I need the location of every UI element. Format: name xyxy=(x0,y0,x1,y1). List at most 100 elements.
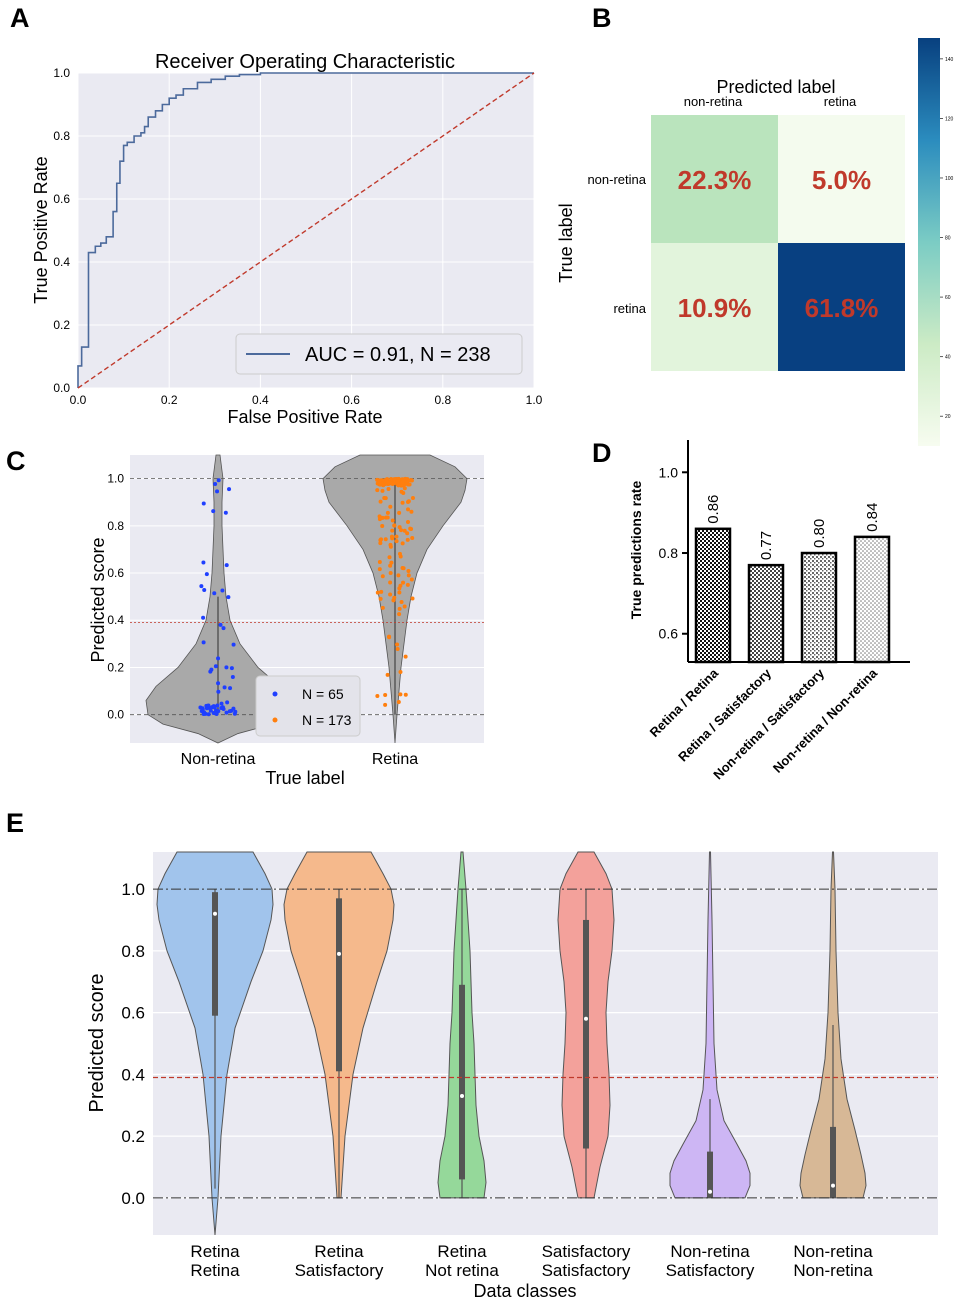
roc-ytick-label: 0.0 xyxy=(53,381,70,395)
violin-c-point-non-retina xyxy=(216,656,221,661)
violin-c-point-non-retina xyxy=(229,666,234,671)
violin-e-xtick-label-line1: Retina xyxy=(314,1242,364,1261)
panel-letter-a: A xyxy=(10,3,30,33)
violin-c-point-retina xyxy=(380,574,385,579)
violin-c-point-retina xyxy=(396,699,401,704)
violin-c-point-retina xyxy=(385,515,390,520)
cm-cell-label: 22.3% xyxy=(678,165,752,195)
violin-c-point-retina xyxy=(406,482,411,487)
roc-ytick-label: 0.8 xyxy=(53,129,70,143)
violin-e-ytick-label: 1.0 xyxy=(121,880,145,899)
violin-c-point-retina xyxy=(394,534,399,539)
bar-ytick-label: 0.8 xyxy=(659,545,679,561)
violin-c-point-retina xyxy=(388,563,393,568)
violin-c-point-retina xyxy=(381,483,386,488)
panel-letter-b: B xyxy=(592,3,612,33)
violin-c-point-retina xyxy=(405,519,410,524)
violin-c-point-retina xyxy=(386,487,391,492)
violin-c-point-non-retina xyxy=(220,588,225,593)
violin-e-iqr-box xyxy=(336,898,342,1072)
violin-c-point-retina xyxy=(401,477,406,482)
violin-c-point-non-retina xyxy=(211,710,216,715)
violin-e-xtick-label-line1: Non-retina xyxy=(793,1242,873,1261)
cm-xtick-retina: retina xyxy=(824,94,857,109)
violin-e-median xyxy=(584,1016,588,1021)
violin-c-point-retina xyxy=(395,479,400,484)
violin-c-point-retina xyxy=(405,531,410,536)
violin-e-ytick-label: 0.0 xyxy=(121,1189,145,1208)
violin-c-point-retina xyxy=(383,537,388,542)
cm-title: Predicted label xyxy=(716,77,835,97)
violin-c-point-retina xyxy=(397,586,402,591)
violin-c-point-retina xyxy=(397,551,402,556)
bar-value-label: 0.80 xyxy=(811,519,828,548)
violin-c-point-non-retina xyxy=(224,665,229,670)
roc-chance-line xyxy=(77,72,535,389)
violin-c-point-retina xyxy=(409,478,414,483)
roc-xtick-label: 0.2 xyxy=(161,393,178,407)
violin-e-ytick-label: 0.6 xyxy=(121,1004,145,1023)
violin-c-point-retina xyxy=(398,692,403,697)
violin-c-point-retina xyxy=(409,577,414,582)
violin-c-point-retina xyxy=(400,541,405,546)
roc-lines xyxy=(77,72,535,389)
violin-c-point-retina xyxy=(380,523,385,528)
violin-c-point-retina xyxy=(406,478,411,483)
roc-title: Receiver Operating Characteristic xyxy=(155,51,455,73)
violin-e-xtick-label-line1: Retina xyxy=(190,1242,240,1261)
violin-c-point-retina xyxy=(395,646,400,651)
violin-c-point-retina xyxy=(386,480,391,485)
violin-c-point-retina xyxy=(406,507,411,512)
violin-e-median xyxy=(831,1183,835,1188)
violin-c-point-retina xyxy=(391,598,396,603)
cm-colorbar-tick-label: 20 xyxy=(945,414,951,420)
violin-e-ytick-label: 0.4 xyxy=(121,1065,145,1084)
cm-cell xyxy=(778,115,905,243)
violin-c-point-retina xyxy=(378,482,383,487)
roc-legend: AUC = 0.91, N = 238 xyxy=(235,333,523,375)
violin-c-point-retina xyxy=(397,612,402,617)
bar xyxy=(694,527,732,664)
violin-e-iqr-box xyxy=(212,892,218,1016)
bar xyxy=(747,563,785,664)
violin-strip-panel: 0.0 0.2 0.4 0.6 0.8 1.0 Non-retina Retina Tru… xyxy=(88,454,484,788)
violin-c-point-retina xyxy=(388,571,393,576)
roc-panel: 0.0 0.2 0.4 0.6 0.8 1.0 0.0 0.2 0.4 0.6 0.8 1.0 Rec… xyxy=(31,51,543,427)
bar-xtick-label: Retina / Satisfactory xyxy=(675,665,775,765)
violin-c-point-non-retina xyxy=(199,584,204,589)
violin-c-point-retina xyxy=(385,510,390,515)
bar-value-label: 0.86 xyxy=(705,495,722,524)
panel-letter-e: E xyxy=(6,808,24,838)
cm-cells: 22.3% 5.0% 10.9% 61.8% xyxy=(651,115,905,371)
violin-e-body xyxy=(669,851,751,1199)
roc-xtick-label: 1.0 xyxy=(526,393,543,407)
violin-c-legend: N = 65 N = 173 xyxy=(255,675,361,737)
violin-c-point-retina xyxy=(402,486,407,491)
violin-c-point-retina xyxy=(390,528,395,533)
cm-ylabel: True label xyxy=(556,203,576,282)
violin-c-point-retina xyxy=(403,692,408,697)
violin-c-point-non-retina xyxy=(224,563,229,568)
violin-c-point-retina xyxy=(378,596,383,601)
bar-value-label: 0.84 xyxy=(864,503,881,532)
roc-grid xyxy=(77,72,535,389)
cm-colorbar: 140 120 100 80 60 40 20 xyxy=(918,38,954,446)
violin-c-point-retina xyxy=(383,702,388,707)
violin-c-point-non-retina xyxy=(201,712,206,717)
violin-e-xtick-label-line1: Non-retina xyxy=(670,1242,750,1261)
violin-e-xtick-label-line2: Not retina xyxy=(425,1261,499,1280)
roc-xtick-label: 0.4 xyxy=(252,393,269,407)
violin-c-point-retina xyxy=(380,605,385,610)
violin-c-point-retina xyxy=(378,499,383,504)
violin-e-median xyxy=(708,1189,712,1194)
violin-c-point-retina xyxy=(406,569,411,574)
violin-c-point-retina xyxy=(402,528,407,533)
bar-ytick-label: 0.6 xyxy=(659,626,679,642)
violin-c-point-non-retina xyxy=(208,708,213,713)
violin-c-point-non-retina xyxy=(218,622,223,627)
violin-e-iqr-box xyxy=(830,1126,836,1198)
violin-c-point-non-retina xyxy=(223,510,228,515)
